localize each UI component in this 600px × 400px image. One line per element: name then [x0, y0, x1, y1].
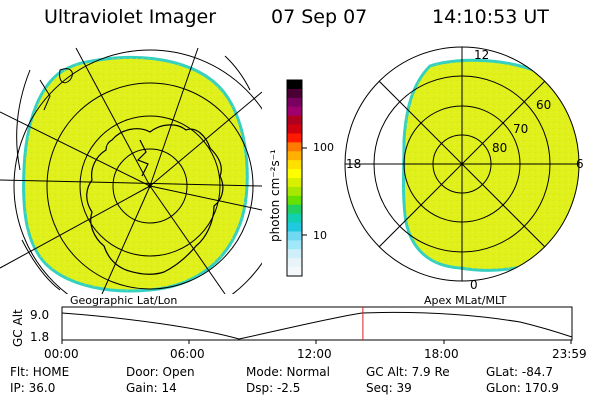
color-scale-segment [287, 115, 302, 126]
magnetic-map [344, 46, 580, 282]
mlat-label-70: 70 [513, 122, 528, 136]
meridian [149, 185, 226, 294]
meridian [149, 185, 262, 211]
map-edge-arc [21, 239, 61, 291]
meridian [101, 185, 151, 294]
status-door: Door: Open [126, 365, 195, 379]
color-scale-segment [287, 133, 302, 143]
status-mode: Mode: Normal [246, 365, 330, 379]
status-ip: IP: 36.0 [10, 381, 56, 395]
map-edge-arc [224, 55, 251, 91]
color-scale-segment [287, 222, 302, 233]
timeline-xtick-4: 23:59 [552, 347, 587, 361]
mlt-label-top: 12 [474, 48, 489, 62]
timeline-xtick-3: 18:00 [424, 347, 459, 361]
meridian [0, 185, 151, 269]
color-scale-segment [287, 97, 302, 108]
color-scale-segment [287, 258, 302, 268]
meridian [149, 47, 199, 187]
meridian [0, 179, 262, 187]
right-map-caption: Apex MLat/MLT [424, 294, 507, 307]
meridian [75, 47, 151, 187]
timeline-ylabel: GC Alt [11, 309, 25, 347]
color-scale-segment [287, 151, 302, 161]
mlat-label-80: 80 [492, 141, 507, 155]
pole-marker [148, 184, 152, 188]
status-geo-longitude: GLon: 170.9 [486, 381, 559, 395]
colorbar-tick-10: 10 [313, 229, 327, 242]
color-scale-segment [287, 80, 302, 90]
color-scale-segment [287, 169, 302, 179]
color-scale-ticks [302, 147, 307, 236]
status-dsp: Dsp: -2.5 [246, 381, 301, 395]
status-flight: Flt: HOME [10, 365, 70, 379]
color-scale [286, 79, 303, 277]
color-scale-segment [287, 213, 302, 224]
latitude-ring [13, 49, 262, 294]
mlt-label-right: 6 [576, 157, 584, 171]
color-scale-segment [287, 240, 302, 250]
mlt-label-bottom: 0 [470, 278, 478, 292]
color-scale-segment [287, 195, 302, 206]
observation-date: 07 Sep 07 [271, 6, 368, 28]
timeline-ytick-min: 1.8 [30, 330, 49, 344]
status-geo-latitude: GLat: -84.7 [486, 365, 553, 379]
color-scale-segment [287, 249, 302, 259]
coastline [59, 68, 73, 84]
timeline-xtick-0: 00:00 [44, 347, 79, 361]
mlt-label-left: 18 [346, 157, 361, 171]
coastline [86, 124, 224, 275]
color-scale-segment [287, 178, 302, 188]
status-gc-altitude: GC Alt: 7.9 Re [366, 365, 450, 379]
timeline-xtick-1: 06:00 [170, 347, 205, 361]
coastline [39, 79, 51, 111]
colorbar-tick-100: 100 [313, 141, 334, 154]
altitude-trace [61, 311, 573, 340]
map-edge-arc [16, 69, 31, 171]
color-scale-segment [287, 106, 302, 117]
color-scale-segment [287, 142, 302, 152]
color-scale-segment [287, 88, 302, 99]
colorbar-unit-label: photon cm⁻²s⁻¹ [268, 149, 282, 242]
mlat-label-60: 60 [536, 98, 551, 112]
emission-texture [23, 57, 248, 292]
color-scale-segment [287, 186, 302, 197]
color-scale-segment [287, 124, 302, 135]
left-map-caption: Geographic Lat/Lon [70, 294, 177, 307]
color-scale-segment [287, 231, 302, 241]
latitude-ring [79, 115, 221, 257]
color-scale-segment [287, 267, 302, 277]
observation-time: 14:10:53 UT [432, 6, 549, 28]
instrument-title: Ultraviolet Imager [44, 6, 217, 28]
timeline-ytick-max: 9.0 [30, 308, 49, 322]
timeline-xtick-2: 12:00 [297, 347, 332, 361]
geographic-map [0, 47, 262, 294]
emission-texture [403, 60, 579, 271]
altitude-timeline [61, 306, 573, 344]
latitude-ring [112, 148, 188, 224]
status-gain: Gain: 14 [126, 381, 177, 395]
meridian [0, 111, 151, 187]
timeline-frame [61, 306, 573, 341]
color-scale-segment [287, 160, 302, 170]
status-sequence: Seq: 39 [366, 381, 412, 395]
color-scale-segment [287, 204, 302, 215]
mlt-line-diagonal [378, 80, 546, 248]
color-scale-frame [286, 79, 303, 277]
